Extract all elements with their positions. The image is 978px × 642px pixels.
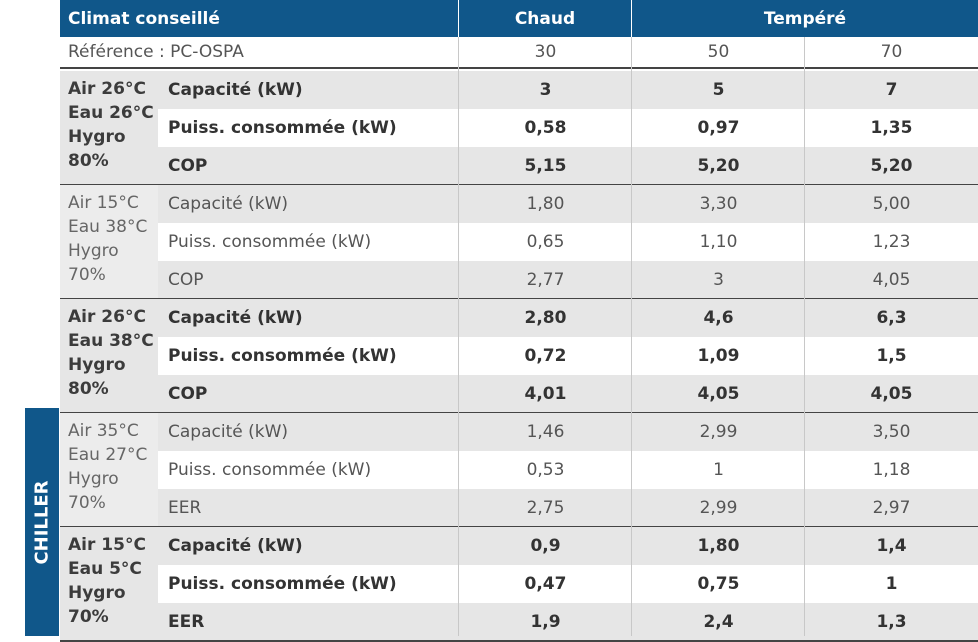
row-value: 1,5 <box>876 346 907 366</box>
table-row: Capacité (kW) 2,80 4,6 6,3 <box>158 299 978 337</box>
row-value: 3 <box>539 80 552 100</box>
group-condition-label: Air 35°C Eau 27°C Hygro 70% <box>60 413 158 527</box>
column-divider <box>804 37 805 636</box>
row-value: 4,6 <box>703 308 734 328</box>
row-value: 1,10 <box>699 232 738 252</box>
table-row: COP 2,77 3 4,05 <box>158 261 978 299</box>
row-parameter: Puiss. consommée (kW) <box>168 346 397 366</box>
table-row: Puiss. consommée (kW) 0,58 0,97 1,35 <box>158 109 978 147</box>
table-row: Puiss. consommée (kW) 0,53 1 1,18 <box>158 451 978 489</box>
column-divider <box>458 37 459 636</box>
row-parameter: Capacité (kW) <box>168 80 303 100</box>
header-chaud: Chaud <box>459 0 632 37</box>
reference-value: 30 <box>534 42 557 62</box>
row-value: 4,05 <box>870 384 913 404</box>
row-parameter: COP <box>168 156 208 176</box>
group-condition-label: Air 26°C Eau 26°C Hygro 80% <box>60 71 158 185</box>
row-value: 1,35 <box>870 118 913 138</box>
table-row: COP 4,01 4,05 4,05 <box>158 375 978 413</box>
row-value: 4,05 <box>697 384 740 404</box>
group-condition-label: Air 15°C Eau 38°C Hygro 70% <box>60 185 158 299</box>
row-value: 4,01 <box>524 384 567 404</box>
row-value: 1,09 <box>697 346 740 366</box>
row-value: 7 <box>885 80 898 100</box>
table-header: Climat conseillé Chaud Tempéré <box>60 0 978 37</box>
reference-value: 50 <box>707 42 730 62</box>
row-parameter: COP <box>168 270 204 290</box>
row-value: 4,05 <box>872 270 911 290</box>
row-value: 1,3 <box>876 612 907 632</box>
table-row: Capacité (kW) 3 5 7 <box>158 71 978 109</box>
chiller-label-text: CHILLER <box>31 479 53 565</box>
row-value: 2,99 <box>699 498 738 518</box>
row-value: 1,46 <box>526 422 565 442</box>
table-row: Capacité (kW) 1,80 3,30 5,00 <box>158 185 978 223</box>
row-value: 5,00 <box>872 194 911 214</box>
table-row: EER 1,9 2,4 1,3 <box>158 603 978 641</box>
row-parameter: Puiss. consommée (kW) <box>168 460 372 480</box>
row-value: 2,80 <box>524 308 567 328</box>
row-parameter: Capacité (kW) <box>168 536 303 556</box>
row-value: 1,80 <box>526 194 565 214</box>
row-parameter: Capacité (kW) <box>168 194 289 214</box>
header-title: Climat conseillé <box>60 0 459 37</box>
row-value: 3,30 <box>699 194 738 214</box>
row-value: 0,53 <box>526 460 565 480</box>
row-value: 3,50 <box>872 422 911 442</box>
row-parameter: Capacité (kW) <box>168 308 303 328</box>
column-divider <box>631 37 632 636</box>
row-parameter: Puiss. consommée (kW) <box>168 574 397 594</box>
row-value: 1,4 <box>876 536 907 556</box>
row-value: 6,3 <box>876 308 907 328</box>
row-parameter: EER <box>168 498 202 518</box>
row-value: 2,4 <box>703 612 734 632</box>
reference-row: Référence : PC-OSPA 30 50 70 <box>60 37 978 69</box>
row-parameter: COP <box>168 384 208 404</box>
row-parameter: Puiss. consommée (kW) <box>168 118 397 138</box>
reference-value: 70 <box>880 42 903 62</box>
row-value: 5,20 <box>870 156 913 176</box>
table-row: Capacité (kW) 0,9 1,80 1,4 <box>158 527 978 565</box>
row-value: 1,18 <box>872 460 911 480</box>
group-condition-label: Air 15°C Eau 5°C Hygro 70% <box>60 527 158 641</box>
table-row: Puiss. consommée (kW) 0,65 1,10 1,23 <box>158 223 978 261</box>
row-value: 2,97 <box>872 498 911 518</box>
row-value: 0,65 <box>526 232 565 252</box>
row-value: 2,99 <box>699 422 738 442</box>
row-value: 0,97 <box>697 118 740 138</box>
group-condition-label: Air 26°C Eau 38°C Hygro 80% <box>60 299 158 413</box>
row-value: 3 <box>713 270 724 290</box>
row-parameter: Puiss. consommée (kW) <box>168 232 372 252</box>
row-value: 1,23 <box>872 232 911 252</box>
table-row: Puiss. consommée (kW) 0,47 0,75 1 <box>158 565 978 603</box>
table-row: EER 2,75 2,99 2,97 <box>158 489 978 527</box>
header-tempere: Tempéré <box>763 8 847 29</box>
row-value: 2,77 <box>526 270 565 290</box>
chiller-side-label: CHILLER <box>25 408 59 636</box>
row-value: 1,9 <box>530 612 561 632</box>
row-value: 2,75 <box>526 498 565 518</box>
row-value: 1 <box>885 574 898 594</box>
row-value: 0,9 <box>530 536 561 556</box>
row-parameter: Capacité (kW) <box>168 422 289 442</box>
row-value: 1,80 <box>697 536 740 556</box>
row-value: 5 <box>712 80 725 100</box>
row-value: 5,15 <box>524 156 567 176</box>
reference-label: Référence : PC-OSPA <box>68 42 244 62</box>
row-value: 5,20 <box>697 156 740 176</box>
row-value: 0,72 <box>524 346 567 366</box>
table-row: Puiss. consommée (kW) 0,72 1,09 1,5 <box>158 337 978 375</box>
row-parameter: EER <box>168 612 205 632</box>
table-row: Capacité (kW) 1,46 2,99 3,50 <box>158 413 978 451</box>
row-value: 0,58 <box>524 118 567 138</box>
row-value: 0,47 <box>524 574 567 594</box>
row-value: 1 <box>713 460 724 480</box>
table-row: COP 5,15 5,20 5,20 <box>158 147 978 185</box>
row-value: 0,75 <box>697 574 740 594</box>
